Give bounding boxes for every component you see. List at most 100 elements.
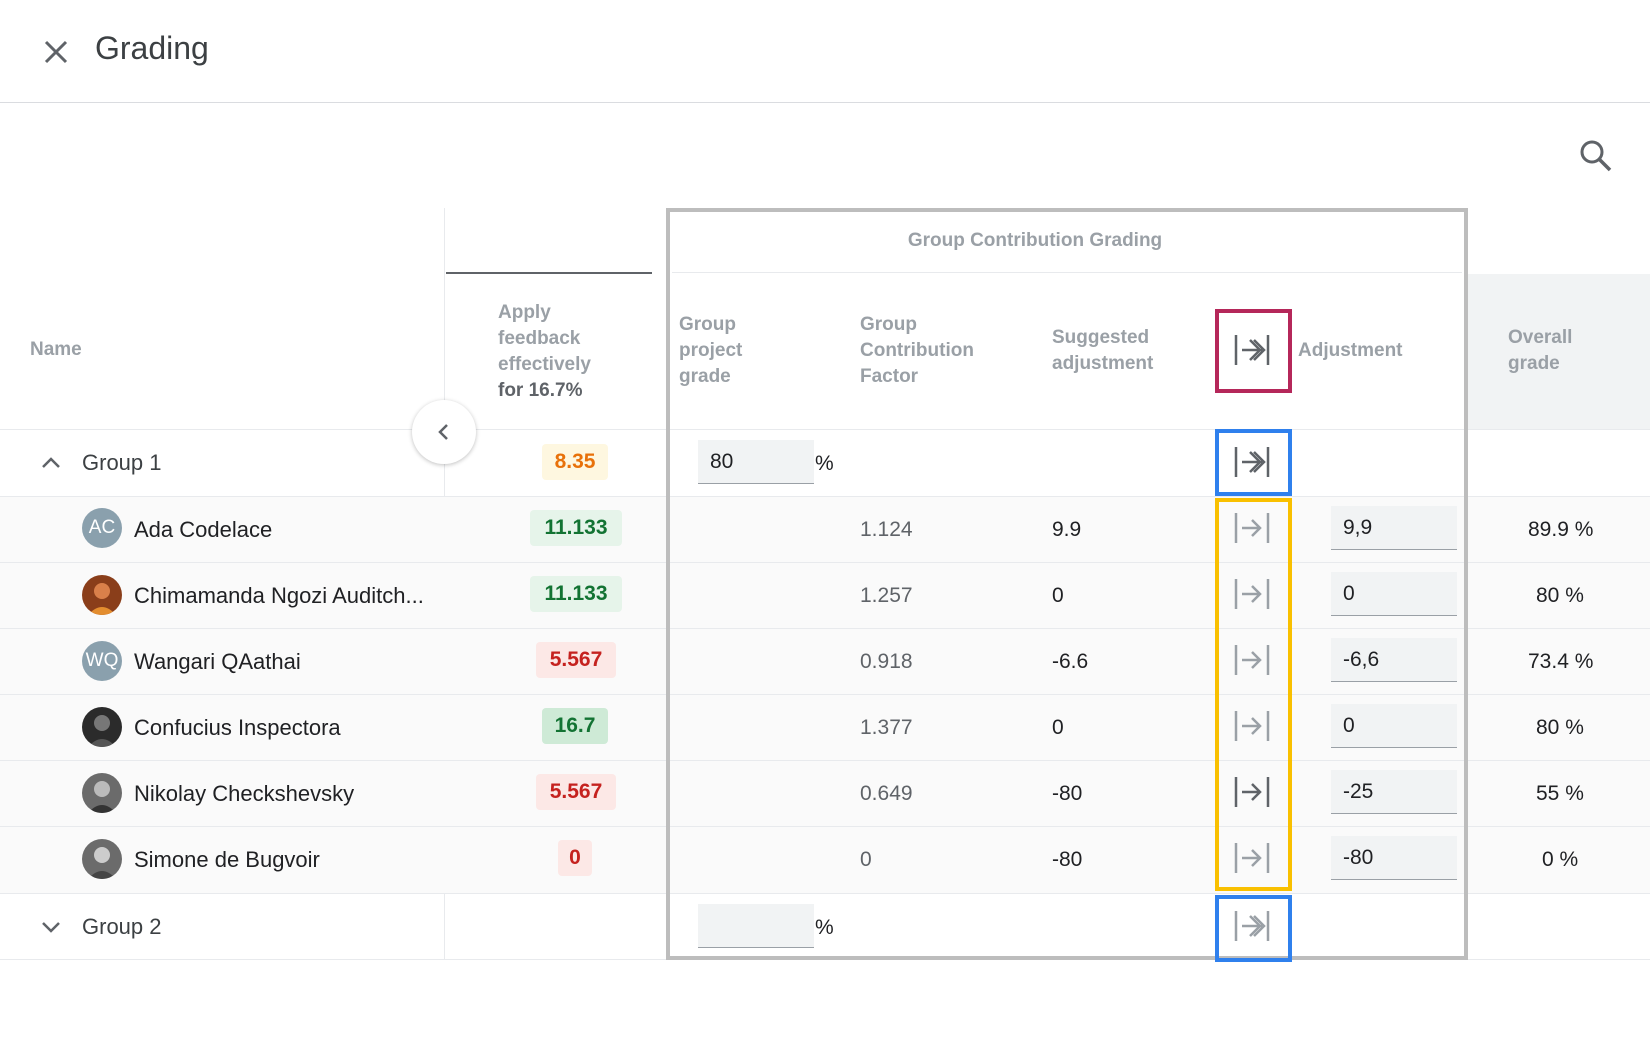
- student-score: 5.567: [536, 642, 616, 678]
- student-score: 16.7: [542, 708, 608, 744]
- apply-icon[interactable]: [1232, 640, 1272, 680]
- student-score: 11.133: [530, 576, 622, 612]
- student-name: Confucius Inspectora: [134, 715, 341, 740]
- assignment-weight: for 16.7%: [498, 380, 583, 401]
- group-2-apply-highlight: [1215, 895, 1292, 962]
- apply-all-icon[interactable]: [1232, 442, 1272, 482]
- overall-header-bg: [1468, 274, 1650, 429]
- avatar: WQ: [82, 641, 122, 681]
- row-divider: [0, 760, 1650, 761]
- adjustment-input[interactable]: -25: [1331, 770, 1457, 814]
- header-apply-highlight: [1215, 309, 1292, 393]
- close-icon: [44, 40, 68, 64]
- suggested-adjustment: -80: [1052, 782, 1083, 805]
- row-divider: [0, 694, 1650, 695]
- apply-icon[interactable]: [1232, 772, 1272, 812]
- chevron-down-icon: [42, 922, 60, 933]
- contribution-factor: 0.649: [860, 782, 913, 805]
- student-apply-highlight: [1215, 498, 1292, 891]
- header-bottom-line: [0, 429, 1650, 430]
- adjustment-input[interactable]: -80: [1331, 836, 1457, 880]
- group-1-toggle[interactable]: [36, 448, 66, 478]
- avatar: AC: [82, 508, 122, 548]
- app-header: Grading: [0, 0, 1650, 103]
- row-divider: [0, 628, 1650, 629]
- student-score: 0: [558, 840, 592, 876]
- chevron-up-icon: [42, 457, 60, 468]
- apply-icon[interactable]: [1232, 574, 1272, 614]
- apply-all-icon[interactable]: [1232, 906, 1272, 946]
- group-2-percent-sign: %: [815, 916, 834, 939]
- apply-icon[interactable]: [1232, 508, 1272, 548]
- suggested-adjustment: 0: [1052, 716, 1064, 739]
- contribution-factor: 0.918: [860, 650, 913, 673]
- avatar-photo: [88, 847, 116, 879]
- student-name: Nikolay Checkshevsky: [134, 781, 355, 806]
- search-button[interactable]: [1576, 136, 1616, 176]
- column-header-suggested-adjustment: Suggested adjustment: [1052, 327, 1154, 374]
- overall-grade: 0 %: [1542, 848, 1579, 871]
- contribution-factor: 1.124: [860, 518, 913, 541]
- group-1-students-bg: [0, 497, 1650, 893]
- column-header-overall-grade: Overall grade: [1508, 327, 1573, 374]
- row-divider: [0, 826, 1650, 827]
- group-section-title: Group Contribution Grading: [907, 230, 1163, 251]
- column-header-name: Name: [30, 339, 82, 360]
- chevron-left-icon: [438, 424, 448, 440]
- apply-icon[interactable]: [1232, 706, 1272, 746]
- close-button[interactable]: [36, 32, 76, 72]
- contribution-factor: 1.377: [860, 716, 913, 739]
- student-name: Wangari QAathai: [134, 649, 301, 674]
- column-header-group-project-grade: Group project grade: [679, 314, 743, 387]
- group-contribution-frame: [666, 208, 1468, 960]
- overall-grade: 80 %: [1536, 716, 1584, 739]
- apply-all-icon[interactable]: [1232, 330, 1272, 370]
- column-header-adjustment: Adjustment: [1298, 340, 1403, 361]
- group-1-project-grade-input[interactable]: 80: [698, 440, 814, 484]
- overall-grade: 89.9 %: [1528, 518, 1594, 541]
- avatar: [82, 707, 122, 747]
- adjustment-input[interactable]: 0: [1331, 572, 1457, 616]
- suggested-adjustment: -6.6: [1052, 650, 1089, 673]
- overall-grade: 73.4 %: [1528, 650, 1594, 673]
- contribution-factor: 1.257: [860, 584, 913, 607]
- group-2-name: Group 2: [82, 914, 162, 939]
- apply-icon[interactable]: [1232, 838, 1272, 878]
- suggested-adjustment: -80: [1052, 848, 1083, 871]
- adjustment-input[interactable]: -6,6: [1331, 638, 1457, 682]
- group-1-apply-highlight: [1215, 429, 1292, 496]
- group-1-name: Group 1: [82, 450, 162, 475]
- suggested-adjustment: 0: [1052, 584, 1064, 607]
- avatar-photo: [88, 781, 116, 813]
- column-header-assignment[interactable]: Apply feedback effectively for 16.7%: [498, 300, 638, 404]
- avatar-photo: [88, 715, 116, 747]
- overall-grade: 55 %: [1536, 782, 1584, 805]
- avatar: [82, 773, 122, 813]
- student-name: Chimamanda Ngozi Auditch...: [134, 583, 424, 608]
- adjustment-input[interactable]: 0: [1331, 704, 1457, 748]
- avatar: [82, 839, 122, 879]
- group-section-divider: [672, 272, 1462, 273]
- avatar-photo: [88, 583, 116, 615]
- assignment-header-underline: [446, 272, 652, 274]
- suggested-adjustment: 9.9: [1052, 518, 1082, 541]
- group-1-percent-sign: %: [815, 452, 834, 475]
- contribution-factor: 0: [860, 848, 872, 871]
- student-score: 11.133: [530, 510, 622, 546]
- group-1-score: 8.35: [542, 444, 608, 480]
- avatar: [82, 575, 122, 615]
- group-2-toggle[interactable]: [36, 912, 66, 942]
- adjustment-input[interactable]: 9,9: [1331, 506, 1457, 550]
- student-score: 5.567: [536, 774, 616, 810]
- row-divider: [0, 562, 1650, 563]
- row-divider: [0, 496, 1650, 497]
- group-2-project-grade-input[interactable]: [698, 904, 814, 948]
- student-name: Simone de Bugvoir: [134, 847, 320, 872]
- student-name: Ada Codelace: [134, 517, 273, 542]
- column-header-contribution-factor: Group Contribution Factor: [860, 314, 974, 387]
- row-divider: [0, 893, 1650, 894]
- collapse-columns-button[interactable]: [412, 400, 476, 464]
- page-title: Grading: [95, 30, 209, 66]
- overall-grade: 80 %: [1536, 584, 1584, 607]
